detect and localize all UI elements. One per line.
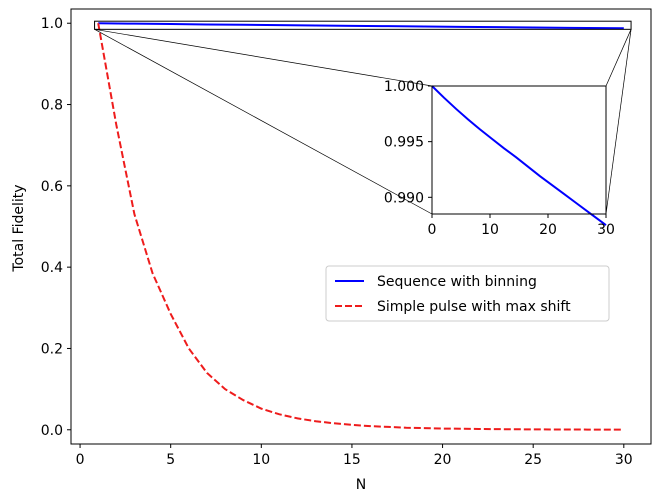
inset-x-tick-label: 30 (597, 222, 615, 238)
series-line-sequence (98, 22, 624, 30)
inset-y-tick-label: 0.990 (384, 190, 424, 206)
legend: Sequence with binning Simple pulse with … (325, 265, 610, 322)
y-axis-title: Total Fidelity (11, 184, 27, 272)
inset-y-tick-label: 1.000 (384, 79, 424, 95)
inset-plot-area: 0 10 20 30 0.990 0.995 1.000 (384, 79, 615, 238)
y-tick-label: 0.2 (41, 341, 63, 357)
y-tick-label: 0.4 (41, 260, 63, 276)
x-tick-label: 30 (615, 452, 633, 468)
y-tick-label: 0.0 (41, 423, 63, 439)
inset-background (432, 86, 606, 214)
x-axis-title: N (356, 477, 366, 493)
zoom-connector-lines (94, 20, 632, 215)
inset-x-tick-label: 20 (539, 222, 557, 238)
legend-label-simple-pulse: Simple pulse with max shift (377, 299, 571, 315)
x-tick-label: 5 (166, 452, 175, 468)
inset-series-line-sequence (431, 85, 607, 226)
inset-x-tick-label: 10 (481, 222, 499, 238)
zoom-indicator-box (94, 20, 632, 30)
legend-label-sequence: Sequence with binning (377, 274, 537, 290)
zoom-connector-line (605, 29, 632, 87)
legend-frame (325, 265, 610, 322)
x-tick-label: 10 (252, 452, 270, 468)
y-tick-label: 1.0 (41, 16, 63, 32)
y-tick-label: 0.8 (41, 98, 63, 114)
x-tick-label: 25 (524, 452, 542, 468)
y-tick-label: 0.6 (41, 179, 63, 195)
x-tick-label: 15 (343, 452, 361, 468)
x-tick-label: 0 (76, 452, 85, 468)
main-plot-area: 0 5 10 15 20 25 30 0.0 0.2 0.4 0.6 0.8 1.0 (41, 8, 652, 468)
zoom-connector-line (94, 29, 433, 215)
inset-axes-frame (431, 85, 607, 215)
zoom-connector-line (94, 28, 433, 87)
inset-y-tick-label: 0.995 (384, 135, 424, 151)
series-line-simple-pulse (97, 23, 624, 431)
inset-x-tick-label: 0 (428, 222, 437, 238)
main-axes-frame (70, 8, 652, 445)
x-tick-label: 20 (434, 452, 452, 468)
zoom-connector-line (605, 29, 632, 215)
